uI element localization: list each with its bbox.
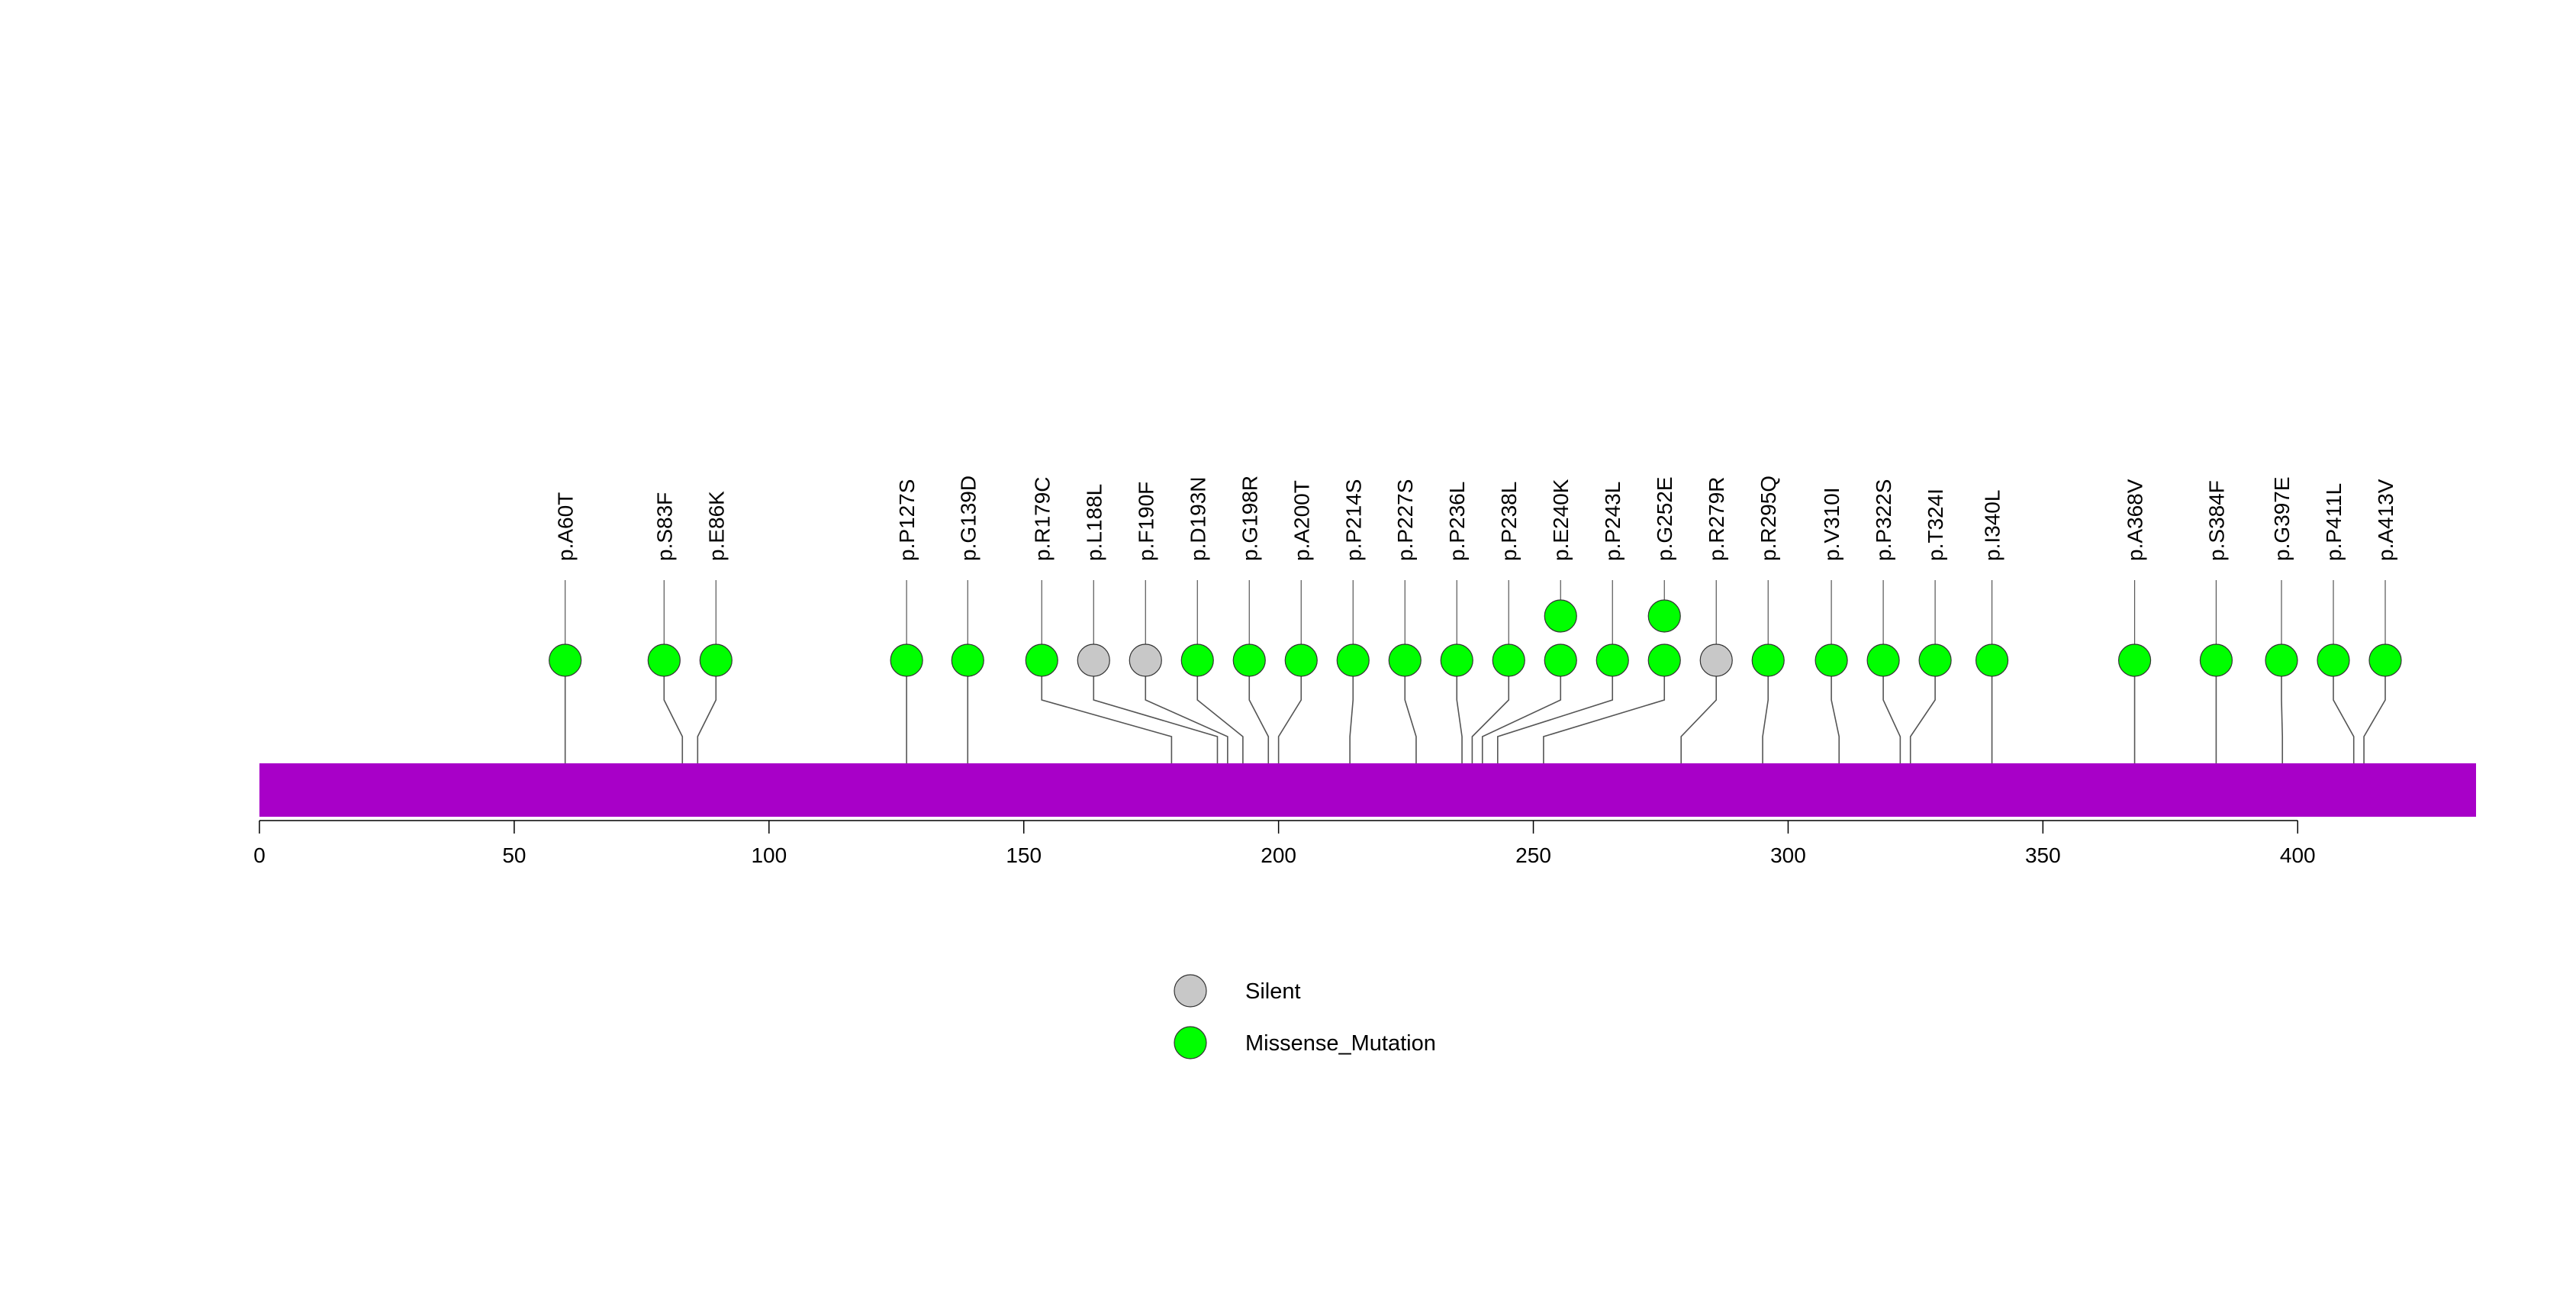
legend-label: Silent [1245,979,1301,1004]
mutation-label: p.P127S [895,479,919,561]
mutation-label: p.G397E [2270,476,2294,561]
x-axis: 0 50 100 150 200 250 300 350 400 [253,820,2316,867]
mutation-heads-layer [549,599,2402,677]
mutation-label: p.R279R [1705,476,1728,561]
mutation-head-p.P214S [1336,643,1370,677]
mutation-head-p.G139D [951,643,984,677]
mutation-label: p.G198R [1238,476,1261,561]
mutation-head-p.G198R [1232,643,1266,677]
mutation-label: p.P238L [1497,482,1521,561]
mutation-label: p.F190F [1134,482,1158,561]
x-tick-label: 0 [253,843,266,867]
mutation-label: p.P236L [1445,482,1469,561]
mutation-head-p.I340L [1975,643,2009,677]
mutation-head-p.P236L [1440,643,1473,677]
mutation-head-p.P243L [1596,643,1629,677]
mutation-label: p.A413V [2374,479,2397,561]
mutation-label: p.R179C [1030,476,1054,561]
mutation-labels-layer: p.A60T p.S83F p.E86K p.P127S p.G139D p.R179C p… [554,476,2397,561]
mutation-label: p.S384F [2204,480,2228,561]
mutation-head-p.V310I [1814,643,1848,677]
mutation-label: p.G139D [956,476,980,561]
legend: Silent Missense_Mutation [1174,974,1436,1059]
mutation-label: p.P214S [1341,479,1365,561]
mutation-label: p.P411L [2322,483,2346,561]
mutation-head-p.G252E-2 [1647,599,1681,633]
legend-marker-missense_mutation [1174,1026,1207,1059]
mutation-head-p.S384F [2199,643,2233,677]
mutation-head-p.S83F [647,643,681,677]
mutation-label: p.P243L [1601,482,1624,561]
mutation-head-p.E240K-2 [1544,599,1577,633]
protein-bar [259,763,2476,817]
mutation-label: p.D193N [1186,476,1209,561]
mutation-label: p.A368V [2124,479,2147,561]
mutation-head-p.A368V [2117,643,2152,677]
mutation-head-p.D193N [1180,643,1214,677]
mutation-head-p.P227S [1388,643,1422,677]
x-tick-label: 200 [1261,843,1296,867]
mutation-head-p.G397E [2265,643,2298,677]
mutation-head-p.L188L [1077,643,1110,677]
mutation-label: p.T324I [1924,489,1947,561]
mutation-label: p.V310I [1820,487,1843,561]
x-tick-label: 400 [2280,843,2316,867]
mutation-head-p.A200T [1284,643,1318,677]
x-tick-label: 350 [2025,843,2061,867]
mutation-head-p.T324I [1918,643,1952,677]
mutation-label: p.S83F [652,492,676,561]
mutation-label: p.G252E [1653,476,1676,561]
mutation-label: p.E86K [704,491,728,561]
mutation-head-p.E86K [699,643,733,677]
x-tick-label: 150 [1006,843,1042,867]
mutation-head-p.P411L [2317,643,2350,677]
mutation-label: p.P322S [1872,479,1895,561]
mutation-head-p.R279R [1699,643,1733,677]
mutation-head-p.G252E [1647,643,1681,677]
mutation-label: p.R295Q [1757,476,1780,561]
mutation-label: p.P227S [1393,479,1417,561]
mutation-head-p.P238L [1492,643,1525,677]
x-tick-label: 50 [502,843,526,867]
mutation-label: p.A60T [554,492,578,561]
mutation-label: p.A200T [1290,480,1313,561]
x-tick-label: 250 [1515,843,1551,867]
mutation-head-p.P127S [890,643,923,677]
mutation-head-p.A60T [549,643,582,677]
mutation-head-p.E240K [1544,643,1577,677]
mutation-head-p.P322S [1866,643,1900,677]
mutation-head-p.R179C [1025,643,1058,677]
mutation-label: p.E240K [1549,479,1573,561]
x-tick-label: 100 [751,843,787,867]
legend-label: Missense_Mutation [1245,1031,1436,1056]
mutation-head-p.A413V [2368,643,2402,677]
mutation-label: p.I340L [1981,490,2004,561]
mutation-label: p.L188L [1082,484,1106,561]
mutation-head-p.F190F [1129,643,1162,677]
legend-marker-silent [1174,974,1207,1008]
x-tick-label: 300 [1770,843,1806,867]
mutation-head-p.R295Q [1751,643,1785,677]
